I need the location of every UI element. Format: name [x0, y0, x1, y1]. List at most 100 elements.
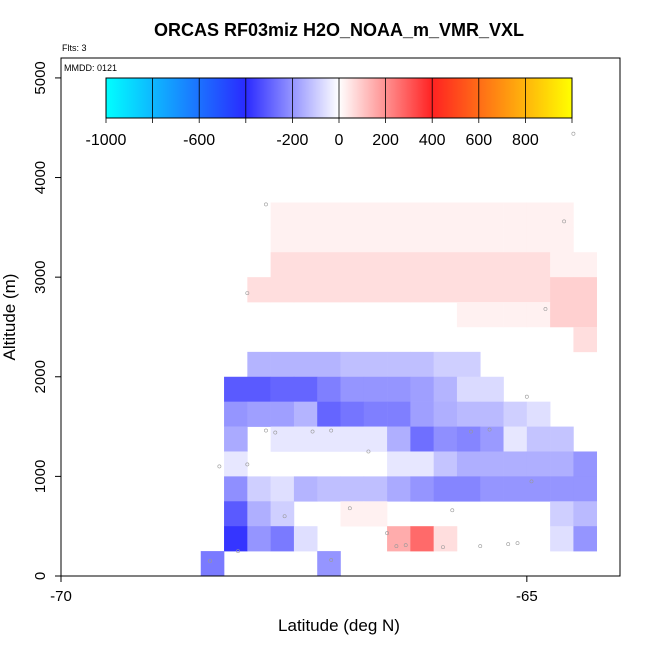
sample-point [236, 549, 240, 553]
sample-point [543, 307, 548, 311]
heatmap-cell [456, 426, 481, 452]
heatmap-cell [270, 401, 295, 427]
heatmap-cell [433, 252, 458, 278]
sample-point [487, 427, 492, 432]
heatmap-cell [526, 252, 551, 278]
heatmap-cell [480, 426, 504, 452]
heatmap-cell [387, 476, 411, 502]
heatmap-cell [456, 451, 481, 477]
sample-point [450, 508, 455, 513]
heatmap-cell [293, 476, 318, 502]
heatmap-cell [550, 302, 574, 328]
heatmap-cell [224, 376, 248, 402]
heatmap-cell [224, 526, 248, 552]
heatmap-cell [387, 451, 411, 477]
heatmap-cells [200, 202, 598, 576]
heatmap-cell [503, 202, 528, 228]
heatmap-cell [293, 202, 318, 228]
heatmap-cell [550, 202, 574, 228]
heatmap-cell [317, 426, 341, 452]
heatmap-cell [503, 426, 528, 452]
sample-point [469, 429, 473, 434]
heatmap-cell [410, 351, 434, 378]
heatmap-cell [480, 376, 504, 402]
x-axis: -70 -65 [50, 576, 538, 605]
heatmap-cell [550, 426, 574, 452]
heatmap-cell [550, 476, 574, 502]
heatmap-cell [456, 376, 481, 402]
sample-point [529, 479, 534, 484]
heatmap-cell [317, 476, 341, 502]
heatmap-cell [526, 302, 551, 328]
heatmap-cell [550, 277, 574, 303]
x-tick-label: -70 [50, 588, 72, 605]
heatmap-cell [410, 277, 434, 303]
heatmap-cell [480, 277, 504, 303]
heatmap-cell [363, 426, 388, 452]
heatmap-cell [573, 501, 598, 527]
flights-label: Flts: 3 [62, 43, 87, 53]
heatmap-cell [340, 426, 365, 452]
heatmap-cell [363, 476, 388, 502]
heatmap-cell [410, 426, 434, 452]
heatmap-cell [317, 252, 341, 278]
heatmap-cell [550, 451, 574, 477]
sample-point [264, 202, 268, 207]
heatmap-cell [270, 227, 295, 253]
heatmap-cell [387, 202, 411, 228]
sample-point [273, 430, 278, 435]
heatmap-cell [550, 501, 574, 527]
heatmap-cell [456, 277, 481, 303]
heatmap-cell [317, 202, 341, 228]
heatmap-cell [247, 401, 271, 427]
heatmap-cell [456, 302, 481, 328]
heatmap-cell [270, 202, 295, 228]
heatmap-cell [410, 202, 434, 228]
heatmap-cell [387, 351, 411, 378]
sample-point [441, 545, 445, 550]
heatmap-cell [480, 476, 504, 502]
heatmap-cell [480, 401, 504, 427]
sample-point [562, 219, 567, 224]
heatmap-cell [410, 526, 434, 552]
heatmap-cell [247, 476, 271, 502]
heatmap-cell [363, 202, 388, 228]
heatmap-cell [573, 252, 598, 278]
heatmap-cell [317, 401, 341, 427]
sample-point [385, 531, 389, 536]
heatmap-cell [340, 376, 365, 402]
sample-point [524, 394, 529, 399]
heatmap-cell [433, 277, 458, 303]
heatmap-cell [293, 401, 318, 427]
y-tick-label: 5000 [32, 61, 49, 94]
heatmap-cell [503, 227, 528, 253]
heatmap-cell [526, 227, 551, 253]
plot-frame [60, 57, 621, 577]
heatmap-cell [293, 526, 318, 552]
heatmap-cell [410, 451, 434, 477]
colorbar-tick-label: 800 [512, 132, 539, 149]
colorbar-tick-label: -200 [276, 132, 308, 149]
heatmap-cell [550, 227, 574, 253]
heatmap-cell [270, 476, 295, 502]
sample-point [329, 558, 334, 562]
heatmap-cell [317, 227, 341, 253]
heatmap-cell [293, 277, 318, 303]
heatmap-cell [270, 376, 295, 402]
y-tick-label: 1000 [32, 460, 49, 493]
heatmap-cell [433, 202, 458, 228]
sample-point [245, 291, 250, 295]
heatmap-cell [526, 426, 551, 452]
colorbar-tick-label: 0 [335, 132, 344, 149]
sample-point [366, 449, 371, 454]
y-axis-label: Altitude (m) [0, 274, 19, 361]
colorbar-tick-label: 400 [419, 132, 446, 149]
sample-point [515, 541, 520, 546]
heatmap-cell [387, 376, 411, 402]
sample-point [208, 559, 212, 563]
heatmap-cell [433, 227, 458, 253]
heatmap-cell [363, 351, 388, 378]
heatmap-cell [503, 401, 528, 427]
heatmap-cell [247, 376, 271, 402]
